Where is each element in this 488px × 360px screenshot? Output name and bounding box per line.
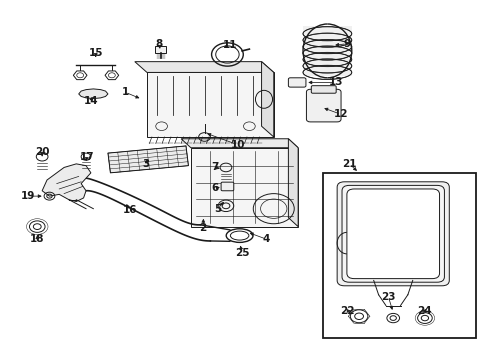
Text: 8: 8 [155,40,163,49]
Polygon shape [79,89,108,99]
Polygon shape [190,148,298,226]
FancyBboxPatch shape [306,89,340,122]
FancyBboxPatch shape [311,86,335,93]
Text: 24: 24 [417,306,431,316]
Text: 2: 2 [199,224,206,233]
Text: 7: 7 [211,162,219,172]
Text: 10: 10 [230,140,245,150]
Text: 23: 23 [380,292,395,302]
Text: 14: 14 [83,96,98,106]
Polygon shape [181,139,298,148]
FancyBboxPatch shape [341,185,444,282]
Text: 1: 1 [121,87,128,97]
Text: 21: 21 [342,159,356,169]
Text: 25: 25 [234,248,249,258]
Text: 22: 22 [339,306,353,316]
Polygon shape [147,72,273,137]
Polygon shape [261,62,273,137]
Polygon shape [108,146,188,173]
Text: 17: 17 [80,152,94,162]
Text: 6: 6 [211,183,219,193]
Bar [155,46,166,53]
Polygon shape [288,139,298,226]
FancyBboxPatch shape [336,182,448,286]
Text: 19: 19 [21,191,36,201]
Text: 13: 13 [328,77,342,87]
Polygon shape [73,71,87,80]
Text: 15: 15 [88,48,103,58]
FancyBboxPatch shape [288,78,305,87]
FancyBboxPatch shape [322,173,475,338]
Text: 11: 11 [222,40,237,50]
Text: 4: 4 [262,234,269,244]
Polygon shape [135,62,273,72]
Text: 9: 9 [343,39,350,49]
Polygon shape [42,164,91,202]
FancyBboxPatch shape [346,189,439,279]
Text: 12: 12 [333,109,347,120]
Polygon shape [105,71,119,80]
Text: 5: 5 [214,204,221,214]
Text: 18: 18 [30,234,44,244]
FancyBboxPatch shape [221,182,233,191]
Bar [303,26,351,76]
Text: 20: 20 [35,147,49,157]
Text: 3: 3 [142,159,149,169]
Text: 16: 16 [122,206,137,216]
